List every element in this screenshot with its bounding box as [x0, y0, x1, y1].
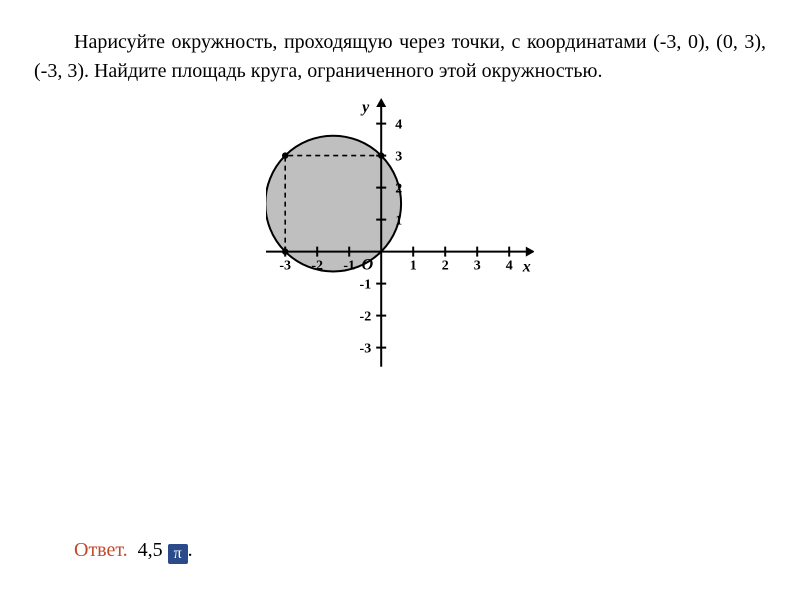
svg-text:-1: -1 — [359, 278, 371, 293]
pi-icon: π — [168, 544, 188, 564]
svg-text:3: 3 — [473, 259, 480, 274]
svg-text:2: 2 — [441, 259, 448, 274]
svg-text:x: x — [521, 259, 530, 276]
svg-text:4: 4 — [505, 259, 512, 274]
answer-label: Ответ. — [74, 539, 128, 561]
svg-text:-3: -3 — [279, 259, 291, 274]
answer-value: 4,5 — [138, 539, 163, 561]
svg-text:2: 2 — [395, 182, 402, 197]
problem-text: Нарисуйте окружность, проходящую через т… — [34, 28, 766, 86]
svg-text:-3: -3 — [359, 342, 371, 357]
svg-text:y: y — [360, 99, 370, 116]
answer-period: . — [188, 539, 193, 561]
figure-container: -3 -2 -1 1 2 3 4 -3 -2 -1 1 2 3 4 Ox y — [34, 98, 766, 367]
svg-text:4: 4 — [395, 118, 402, 133]
coord-b: (0, 3) — [716, 31, 761, 53]
coordinate-plane: -3 -2 -1 1 2 3 4 -3 -2 -1 1 2 3 4 Ox y — [266, 98, 535, 367]
svg-text:O: O — [361, 257, 373, 274]
svg-text:-1: -1 — [343, 259, 355, 274]
coord-c: (-3, 3) — [34, 60, 84, 82]
svg-text:1: 1 — [395, 214, 402, 229]
svg-text:3: 3 — [395, 150, 402, 165]
svg-text:1: 1 — [409, 259, 416, 274]
svg-text:-2: -2 — [311, 259, 323, 274]
coord-a: (-3, 0) — [653, 31, 705, 53]
answer-line: Ответ. 4,5 π. — [74, 539, 193, 564]
page: Нарисуйте окружность, проходящую через т… — [0, 0, 800, 600]
svg-text:-2: -2 — [359, 310, 371, 325]
